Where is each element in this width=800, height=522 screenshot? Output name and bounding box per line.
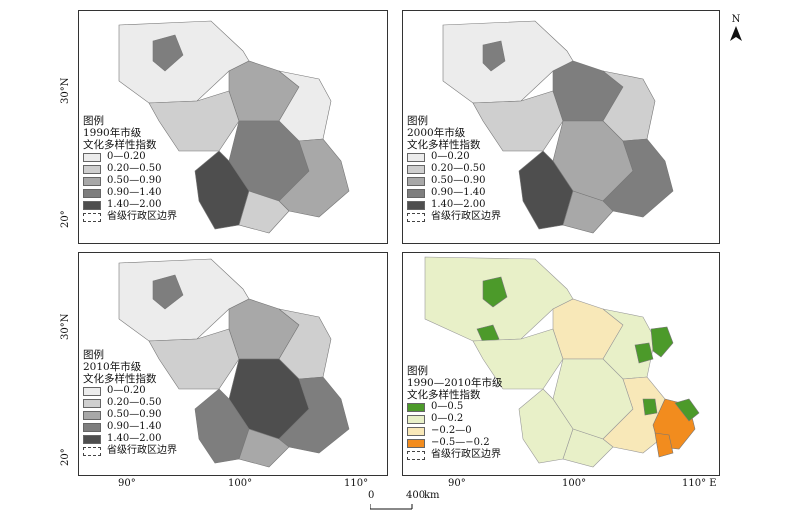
lon-label-100-left: 100° bbox=[228, 478, 253, 489]
legend-item: 0.90—1.40 bbox=[407, 187, 501, 199]
map-panel-2000: 图例 2000年市级 文化多样性指数 0—0.20 0.20—0.50 0.50… bbox=[402, 10, 720, 244]
legend-title: 图例 bbox=[83, 349, 104, 361]
legend-item: 0.50—0.90 bbox=[83, 409, 177, 421]
legend-1990: 图例 1990年市级 文化多样性指数 0—0.20 0.20—0.50 0.50… bbox=[83, 115, 177, 223]
legend-item: 0—0.20 bbox=[83, 151, 177, 163]
north-label: N bbox=[731, 14, 741, 25]
legend-item: 0—0.20 bbox=[407, 151, 501, 163]
legend-item: 0.20—0.50 bbox=[83, 163, 177, 175]
legend-2010: 图例 2010年市级 文化多样性指数 0—0.20 0.20—0.50 0.50… bbox=[83, 349, 177, 457]
legend-2000: 图例 2000年市级 文化多样性指数 0—0.20 0.20—0.50 0.50… bbox=[407, 115, 501, 223]
lon-label-90-right: 90° bbox=[448, 478, 466, 489]
legend-title: 图例 bbox=[83, 115, 104, 127]
map-2010 bbox=[118, 258, 350, 468]
legend-title: 2010年市级 bbox=[83, 361, 142, 373]
legend-item: 0—0.2 bbox=[407, 413, 502, 425]
legend-item: 0—0.5 bbox=[407, 401, 502, 413]
legend-item: 0.20—0.50 bbox=[83, 397, 177, 409]
legend-change: 图例 1990—2010年市级 文化多样性指数 0—0.5 0—0.2 −0.2… bbox=[407, 365, 502, 461]
legend-title: 1990—2010年市级 bbox=[407, 377, 503, 389]
map-panel-2010: 图例 2010年市级 文化多样性指数 0—0.20 0.20—0.50 0.50… bbox=[78, 252, 388, 476]
map-1990 bbox=[118, 20, 350, 234]
legend-title: 1990年市级 bbox=[83, 127, 142, 139]
legend-item: 0.50—0.90 bbox=[407, 175, 501, 187]
legend-item-boundary: 省级行政区边界 bbox=[407, 449, 502, 461]
legend-title: 2000年市级 bbox=[407, 127, 466, 139]
lat-label-20-bottom: 20° bbox=[60, 448, 71, 466]
scale-bar-icon bbox=[370, 504, 413, 510]
legend-item-boundary: 省级行政区边界 bbox=[407, 211, 501, 223]
legend-item: 0.90—1.40 bbox=[83, 421, 177, 433]
lon-label-100-right: 100° bbox=[562, 478, 587, 489]
legend-item: 1.40—2.00 bbox=[407, 199, 501, 211]
legend-item: 0.20—0.50 bbox=[407, 163, 501, 175]
legend-item: −0.5—−0.2 bbox=[407, 437, 502, 449]
lat-label-30-top: 30°N bbox=[60, 77, 71, 104]
legend-item: 0—0.20 bbox=[83, 385, 177, 397]
north-arrow-icon bbox=[730, 26, 742, 41]
map-panel-change: 图例 1990—2010年市级 文化多样性指数 0—0.5 0—0.2 −0.2… bbox=[402, 252, 720, 476]
lon-label-110-left: 110° bbox=[344, 478, 369, 489]
legend-title: 图例 bbox=[407, 365, 428, 377]
lon-label-110E-right: 110° E bbox=[682, 478, 717, 489]
map-panel-1990: 图例 1990年市级 文化多样性指数 0—0.20 0.20—0.50 0.50… bbox=[78, 10, 388, 244]
lon-label-90-left: 90° bbox=[118, 478, 136, 489]
legend-item: 1.40—2.00 bbox=[83, 433, 177, 445]
lat-label-30-bottom: 30°N bbox=[60, 313, 71, 340]
legend-item: 1.40—2.00 bbox=[83, 199, 177, 211]
scale-label-left: 0 bbox=[368, 490, 375, 501]
legend-item-boundary: 省级行政区边界 bbox=[83, 445, 177, 457]
scale-unit: km bbox=[424, 490, 440, 501]
north-arrow: N bbox=[727, 14, 745, 46]
legend-title: 文化多样性指数 bbox=[407, 139, 481, 151]
legend-title: 文化多样性指数 bbox=[83, 373, 157, 385]
legend-item: −0.2—0 bbox=[407, 425, 502, 437]
legend-title: 图例 bbox=[407, 115, 428, 127]
lat-label-20-top: 20° bbox=[60, 210, 71, 228]
map-2000 bbox=[442, 20, 674, 234]
legend-title: 文化多样性指数 bbox=[407, 389, 481, 401]
legend-item: 0.90—1.40 bbox=[83, 187, 177, 199]
legend-title: 文化多样性指数 bbox=[83, 139, 157, 151]
scale-label-right: 400 bbox=[406, 490, 426, 501]
legend-item-boundary: 省级行政区边界 bbox=[83, 211, 177, 223]
legend-item: 0.50—0.90 bbox=[83, 175, 177, 187]
map-change bbox=[424, 256, 700, 468]
